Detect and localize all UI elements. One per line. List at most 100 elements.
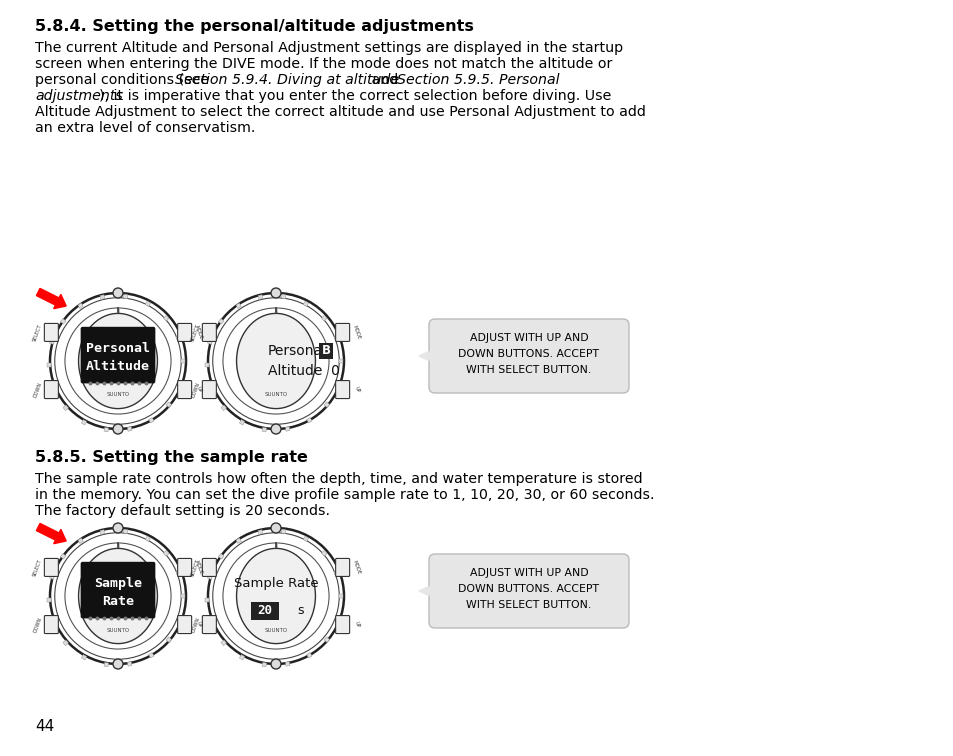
Text: 5.8.4. Setting the personal/altitude adjustments: 5.8.4. Setting the personal/altitude adj… bbox=[35, 19, 474, 34]
Bar bbox=[100, 530, 105, 534]
Bar bbox=[104, 662, 109, 667]
Bar bbox=[239, 655, 245, 660]
Circle shape bbox=[112, 659, 123, 669]
Bar bbox=[175, 336, 181, 341]
Text: UP: UP bbox=[353, 386, 359, 393]
Text: DOWN: DOWN bbox=[190, 616, 200, 633]
Text: SUUNTO: SUUNTO bbox=[107, 392, 130, 398]
Text: ADJUST WITH UP AND
DOWN BUTTONS. ACCEPT
WITH SELECT BUTTON.: ADJUST WITH UP AND DOWN BUTTONS. ACCEPT … bbox=[458, 333, 598, 375]
Bar bbox=[163, 550, 169, 556]
Text: SELECT: SELECT bbox=[190, 323, 201, 342]
FancyBboxPatch shape bbox=[335, 615, 349, 634]
Bar bbox=[303, 536, 309, 541]
Bar bbox=[208, 339, 213, 345]
Circle shape bbox=[271, 288, 281, 298]
Bar bbox=[209, 621, 213, 625]
FancyBboxPatch shape bbox=[44, 380, 58, 398]
Text: MODE: MODE bbox=[193, 559, 203, 575]
Text: SUUNTO: SUUNTO bbox=[264, 627, 287, 633]
Circle shape bbox=[54, 533, 181, 659]
Bar bbox=[123, 529, 128, 534]
Bar bbox=[51, 621, 56, 625]
Bar bbox=[218, 553, 224, 559]
Text: 20: 20 bbox=[257, 605, 273, 618]
Bar bbox=[145, 536, 151, 541]
Text: an extra level of conservatism.: an extra level of conservatism. bbox=[35, 121, 255, 135]
Bar bbox=[177, 382, 182, 387]
Text: MODE: MODE bbox=[352, 559, 361, 575]
Text: SELECT: SELECT bbox=[31, 558, 43, 577]
FancyBboxPatch shape bbox=[177, 559, 192, 576]
Bar bbox=[335, 617, 340, 621]
Bar bbox=[281, 294, 286, 299]
Bar bbox=[339, 594, 343, 598]
FancyBboxPatch shape bbox=[318, 343, 333, 359]
FancyBboxPatch shape bbox=[335, 559, 349, 576]
FancyBboxPatch shape bbox=[44, 559, 58, 576]
Text: DOWN: DOWN bbox=[32, 381, 43, 398]
Circle shape bbox=[223, 308, 329, 414]
Circle shape bbox=[223, 543, 329, 649]
Bar bbox=[51, 386, 56, 390]
Text: Sample: Sample bbox=[94, 577, 142, 590]
Text: SELECT: SELECT bbox=[31, 323, 43, 342]
Circle shape bbox=[208, 293, 344, 429]
Bar bbox=[335, 382, 340, 387]
Text: 44: 44 bbox=[35, 719, 54, 734]
Bar bbox=[163, 315, 169, 321]
Bar bbox=[127, 426, 132, 431]
Bar bbox=[218, 318, 224, 324]
Text: UP: UP bbox=[195, 621, 202, 628]
Bar bbox=[145, 301, 151, 306]
Text: Section 5.9.5. Personal: Section 5.9.5. Personal bbox=[396, 73, 558, 87]
Bar bbox=[334, 571, 338, 575]
FancyBboxPatch shape bbox=[251, 602, 278, 620]
Bar bbox=[50, 339, 54, 345]
FancyArrow shape bbox=[36, 523, 66, 544]
Bar bbox=[177, 617, 182, 621]
Bar bbox=[221, 640, 226, 646]
FancyBboxPatch shape bbox=[335, 380, 349, 398]
Text: ADJUST WITH UP AND
DOWN BUTTONS. ACCEPT
WITH SELECT BUTTON.: ADJUST WITH UP AND DOWN BUTTONS. ACCEPT … bbox=[458, 569, 598, 609]
Text: Personal: Personal bbox=[86, 342, 150, 355]
Bar bbox=[208, 575, 213, 579]
FancyBboxPatch shape bbox=[202, 324, 216, 342]
Circle shape bbox=[271, 659, 281, 669]
Circle shape bbox=[50, 293, 186, 429]
Text: Section 5.9.4. Diving at altitude: Section 5.9.4. Diving at altitude bbox=[174, 73, 399, 87]
Circle shape bbox=[213, 298, 339, 424]
Bar bbox=[321, 315, 327, 321]
Text: screen when entering the DIVE mode. If the mode does not match the altitude or: screen when entering the DIVE mode. If t… bbox=[35, 57, 612, 71]
Circle shape bbox=[50, 528, 186, 664]
Bar bbox=[321, 550, 327, 556]
Text: Altitude Adjustment to select the correct altitude and use Personal Adjustment t: Altitude Adjustment to select the correc… bbox=[35, 105, 645, 119]
FancyBboxPatch shape bbox=[202, 615, 216, 634]
Text: I: I bbox=[274, 544, 276, 550]
Text: UP: UP bbox=[195, 386, 202, 393]
Text: The sample rate controls how often the depth, time, and water temperature is sto: The sample rate controls how often the d… bbox=[35, 472, 642, 486]
Text: The current Altitude and Personal Adjustment settings are displayed in the start: The current Altitude and Personal Adjust… bbox=[35, 41, 622, 55]
Circle shape bbox=[65, 543, 171, 649]
Bar bbox=[181, 594, 185, 598]
FancyBboxPatch shape bbox=[202, 559, 216, 576]
Text: SUUNTO: SUUNTO bbox=[107, 627, 130, 633]
Text: The factory default setting is 20 seconds.: The factory default setting is 20 second… bbox=[35, 504, 330, 518]
Bar bbox=[281, 529, 286, 534]
Bar bbox=[123, 294, 128, 299]
Text: DOWN: DOWN bbox=[32, 616, 43, 633]
Ellipse shape bbox=[236, 548, 315, 643]
Bar bbox=[339, 359, 343, 363]
Circle shape bbox=[112, 288, 123, 298]
Ellipse shape bbox=[236, 314, 315, 408]
Text: personal conditions (see: personal conditions (see bbox=[35, 73, 213, 87]
Bar bbox=[235, 538, 241, 544]
Bar bbox=[78, 538, 83, 544]
Bar bbox=[262, 427, 266, 432]
FancyBboxPatch shape bbox=[429, 319, 628, 393]
Bar bbox=[257, 530, 262, 534]
Text: Rate: Rate bbox=[102, 595, 133, 608]
Bar bbox=[50, 575, 54, 579]
Bar bbox=[166, 637, 172, 643]
FancyBboxPatch shape bbox=[44, 615, 58, 634]
Bar bbox=[149, 417, 154, 423]
